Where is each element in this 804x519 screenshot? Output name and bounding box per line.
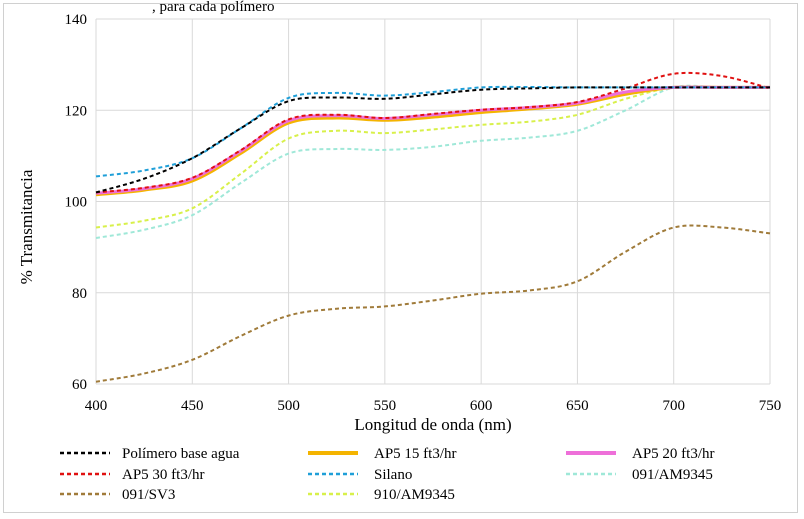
y-tick-label: 120 [65,103,88,119]
series-line-091-am9345 [95,84,770,239]
legend: Polímero base agua AP5 15 ft3/hr AP5 20 ft… [60,446,715,503]
x-tick-label: 700 [662,398,685,414]
legend-label: 091/SV3 [122,487,175,503]
series-line-ap5-15-ft3-hr [95,85,770,197]
series-line-091-sv3 [95,224,771,383]
series-lines [95,71,771,383]
x-tick-label: 450 [181,398,204,414]
x-tick-label: 750 [759,398,782,414]
y-tick-label: 80 [72,286,87,302]
series-line-ap5-20-ft3-hr [95,85,770,195]
y-tick-label: 100 [65,195,88,211]
axis-ticks: 60 80 100 120 140 400 450 500 550 600 650 700 750 [65,12,782,414]
legend-label: 910/AM9345 [374,487,455,503]
legend-label: 091/AM9345 [632,467,713,483]
x-tick-label: 600 [470,398,493,414]
legend-label: AP5 20 ft3/hr [632,446,715,462]
x-tick-label: 550 [374,398,397,414]
legend-label: Silano [374,467,412,483]
y-tick-label: 140 [65,12,88,28]
chart-title-fragment: , para cada polímero [152,0,274,15]
y-tick-label: 60 [72,377,87,393]
x-axis-title: Longitud de onda (nm) [354,415,511,434]
chart-frame [3,3,798,513]
series-line-ap5-30-ft3-hr [95,71,771,194]
legend-label: AP5 15 ft3/hr [374,446,457,462]
series-line-pol-mero-base-agua [95,86,770,194]
legend-label: AP5 30 ft3/hr [122,467,205,483]
series-line-910-am9345 [95,85,770,229]
x-tick-label: 400 [85,398,108,414]
grid [95,18,771,385]
y-axis-title: % Transmitancia [17,169,36,284]
x-tick-label: 500 [277,398,300,414]
legend-label: Polímero base agua [122,446,240,462]
x-tick-label: 650 [566,398,589,414]
series-line-silano [95,85,770,178]
